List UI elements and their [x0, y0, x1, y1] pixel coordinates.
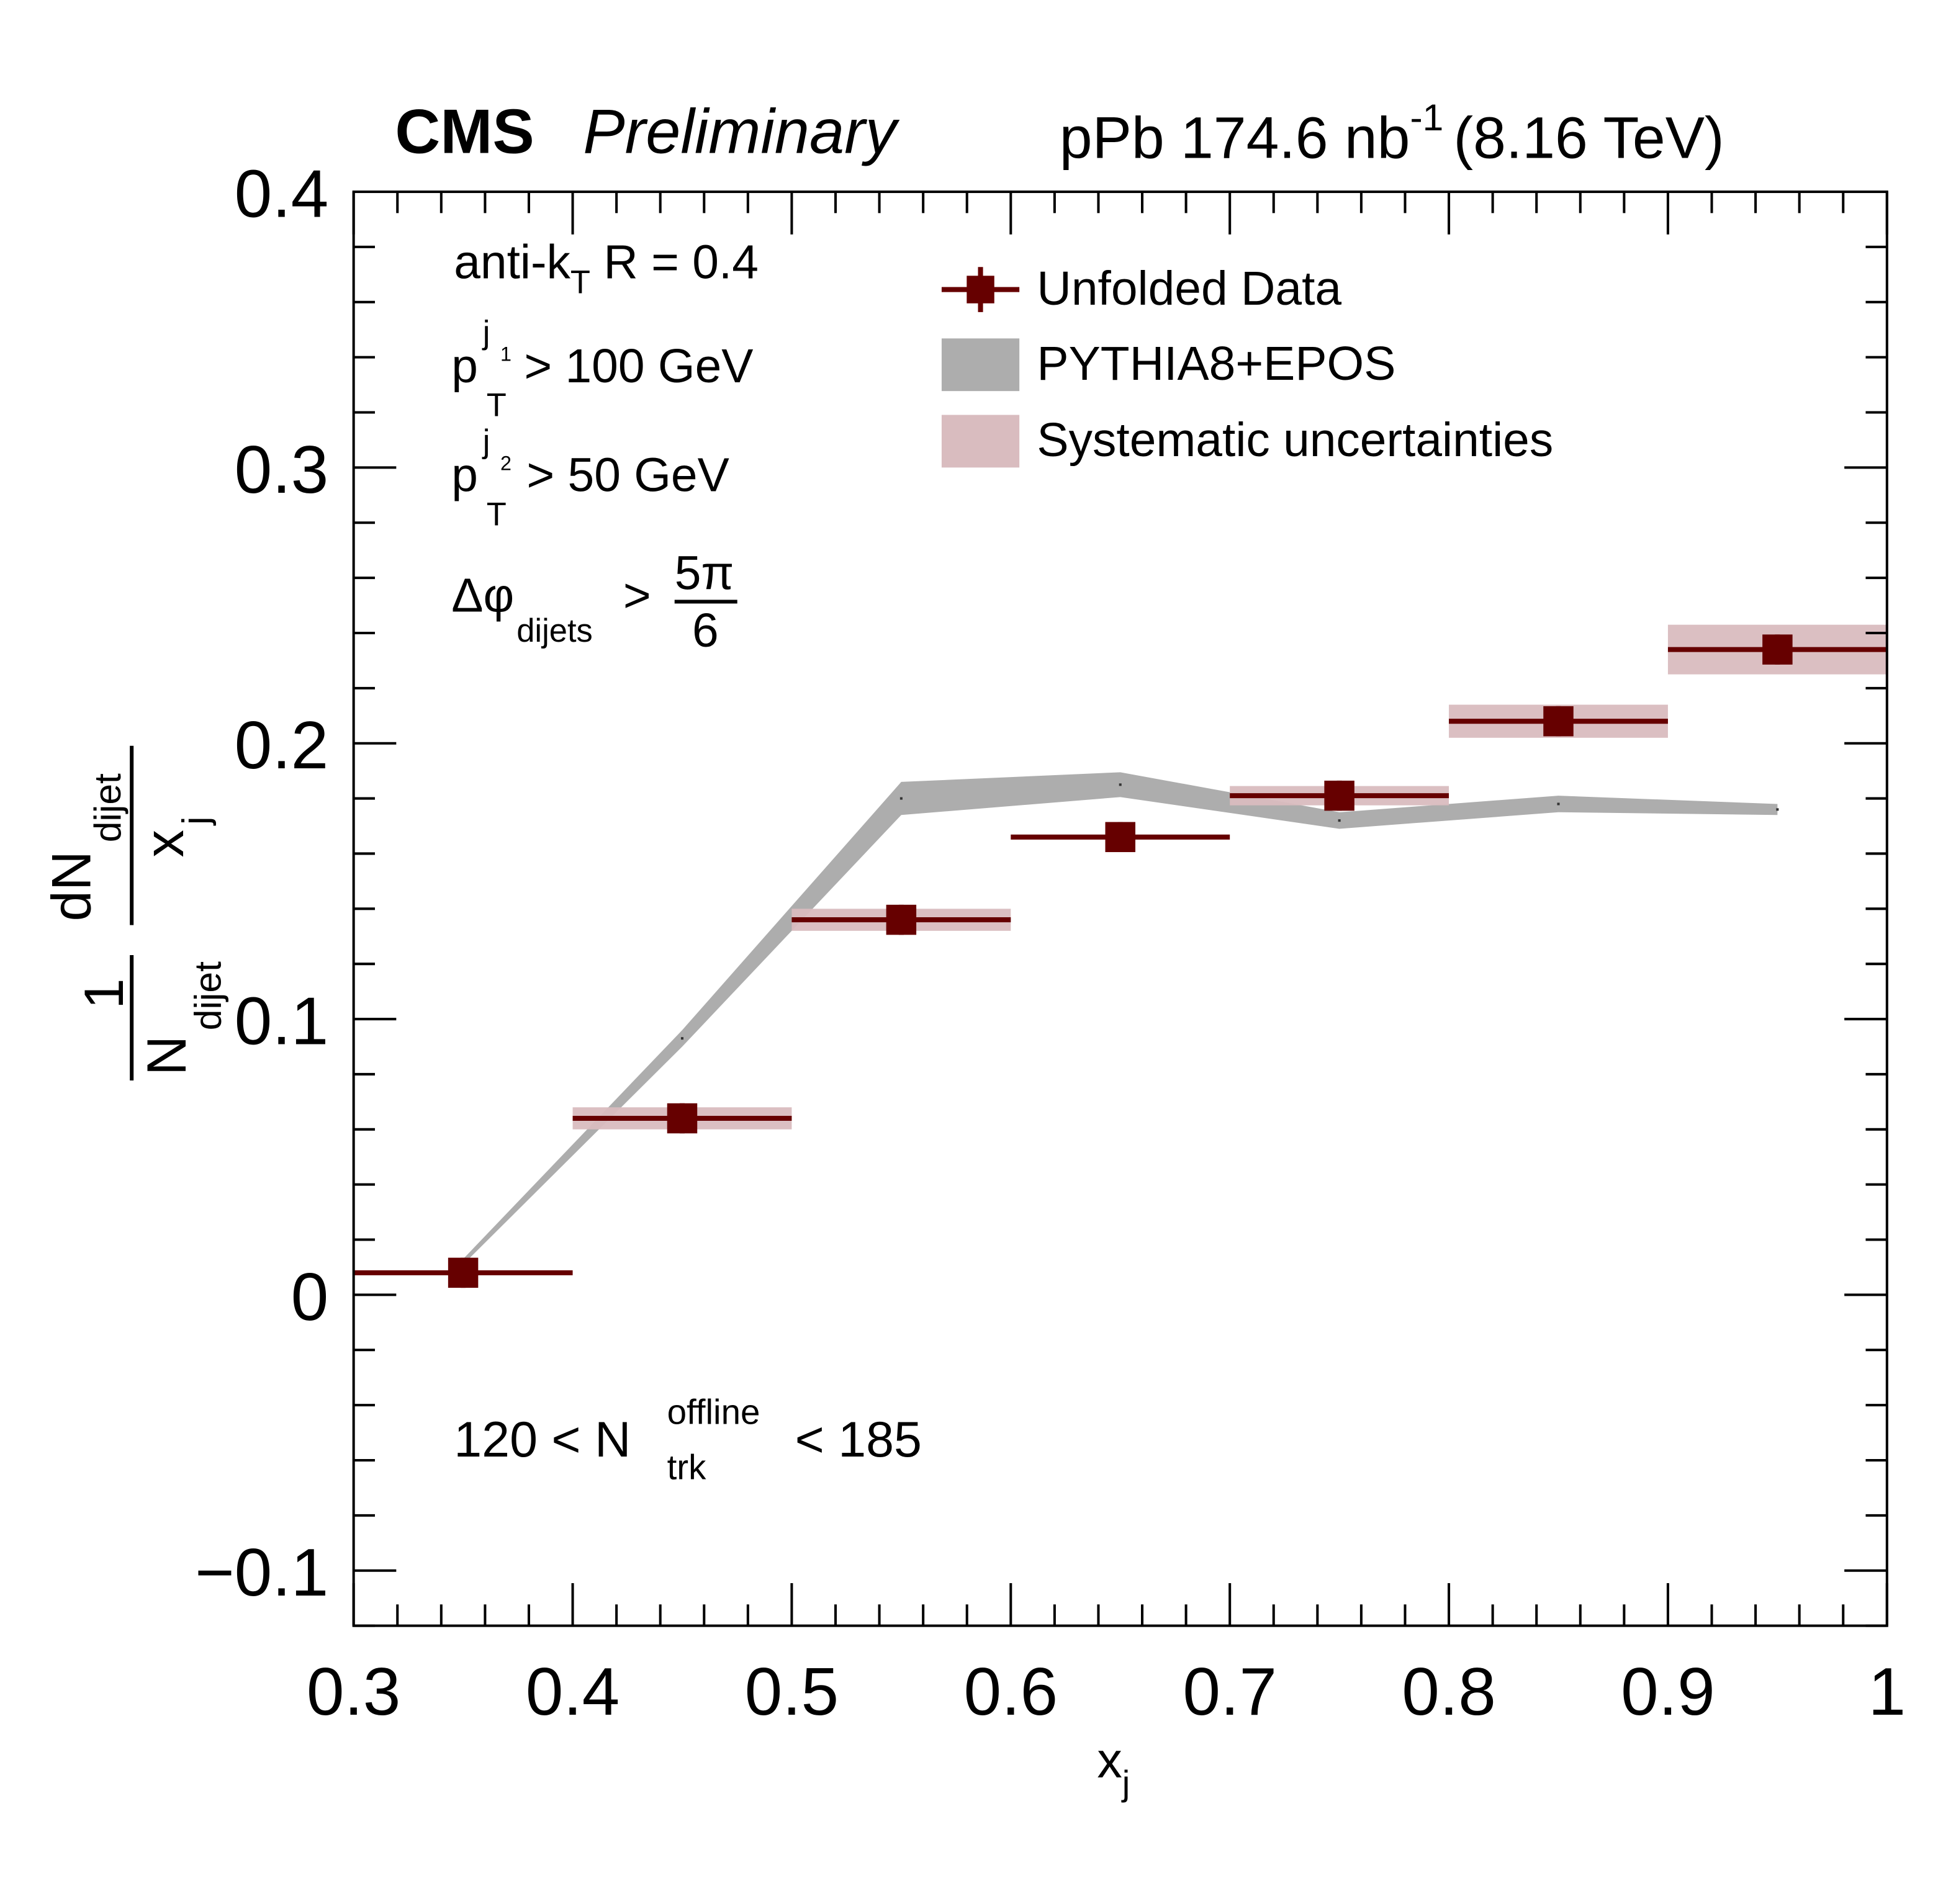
y-tick-label: 0.4 [235, 156, 329, 231]
mult-sub: trk [667, 1447, 707, 1486]
pt1-cut-label: p T j 1 > 100 GeV [451, 314, 753, 423]
pt1-p: p [451, 340, 478, 393]
plot-frame [352, 191, 1888, 1627]
data-point [448, 1257, 479, 1288]
legend-label-syst: Systematic uncertainties [1037, 414, 1553, 467]
data-point [886, 904, 917, 935]
x-tick-label: 0.7 [1183, 1654, 1277, 1730]
pt2-sup: j [482, 423, 490, 460]
y-axis-label: 1 N dijet dN dijet x j [41, 745, 229, 1081]
y-tick-label: −0.1 [195, 1535, 328, 1610]
x-tick-label: 1 [1868, 1654, 1906, 1730]
legend-entry-mc: PYTHIA8+EPOS [941, 338, 1395, 392]
data-point [1762, 634, 1793, 665]
y-tick-label: 0.2 [235, 707, 329, 783]
x-tick-label: 0.8 [1402, 1654, 1496, 1730]
legend-entry-data: Unfolded Data [941, 263, 1341, 315]
mc-point [899, 797, 903, 800]
data-point [1105, 822, 1135, 853]
dphi-sub: dijets [516, 613, 593, 649]
data-point [1324, 780, 1354, 811]
ylabel-dn-sub: dijet [86, 773, 128, 842]
lumi-exp: -1 [1410, 96, 1443, 138]
pt2-sub: T [487, 496, 507, 532]
syst-layer [572, 624, 1887, 1129]
dphi-gt: > [623, 570, 651, 622]
pt1-sup: j [482, 314, 490, 351]
multiplicity-label: 120 < N offline trk < 185 [454, 1392, 922, 1486]
data-layer [353, 634, 1887, 1288]
pt2-supsub: 2 [500, 452, 512, 474]
dphi-num: 5π [675, 547, 734, 599]
x-tick-label: 0.4 [526, 1654, 620, 1730]
mult-sup: offline [667, 1392, 760, 1431]
y-tick-label: 0.3 [235, 432, 329, 508]
energy-text: (8.16 TeV) [1453, 105, 1724, 171]
legend: Unfolded Data PYTHIA8+EPOS Systematic un… [941, 263, 1553, 468]
mc-point [1776, 808, 1779, 811]
pt1-supsub: 1 [500, 343, 512, 366]
mc-point [1338, 819, 1341, 822]
pt1-sub: T [487, 387, 507, 424]
lumi-text: pPb 174.6 nb [1060, 105, 1410, 171]
mc-point [1557, 802, 1560, 806]
ylabel-x: x [133, 830, 195, 857]
y-tick-label: 0.1 [235, 983, 329, 1059]
ylabel-x-sub: j [174, 817, 216, 826]
legend-label-data: Unfolded Data [1037, 263, 1341, 315]
tick-labels: 0.3 0.4 0.5 0.6 0.7 0.8 0.9 1 −0.1 0 0.1 0.2 0.3 0.4 [195, 156, 1906, 1730]
legend-label-mc: PYTHIA8+EPOS [1037, 338, 1395, 390]
legend-entry-syst: Systematic uncertainties [941, 414, 1553, 468]
ylabel-dn: dN [41, 851, 102, 922]
x-tick-label: 0.5 [745, 1654, 839, 1730]
y-tick-label: 0 [291, 1259, 329, 1335]
cms-label: CMS [395, 97, 534, 166]
x-tick-label: 0.6 [964, 1654, 1058, 1730]
axis-ticks [352, 191, 1888, 1627]
data-point [1543, 706, 1574, 737]
ylabel-n: N [136, 1036, 197, 1075]
pt1-rest: > 100 GeV [524, 340, 753, 393]
mult-right: < 185 [795, 1412, 922, 1468]
x-tick-label: 0.3 [307, 1654, 401, 1730]
mult-left: 120 < N [454, 1412, 631, 1468]
pt2-rest: > 50 GeV [526, 449, 729, 502]
x-axis-label: xj [1097, 1733, 1130, 1802]
ylabel-one: 1 [73, 978, 135, 1008]
x-tick-label: 0.9 [1621, 1654, 1715, 1730]
dphi-cut-label: Δφ dijets > 5π 6 [451, 547, 737, 657]
dphi-symbol: Δφ [451, 570, 514, 622]
algo-label: anti-kT R = 0.4 [454, 236, 759, 300]
pt2-cut-label: p T j 2 > 50 GeV [451, 423, 729, 532]
preliminary-label: Preliminary [583, 97, 899, 166]
lumi-label: pPb 174.6 nb-1 (8.16 TeV) [1060, 96, 1724, 171]
mc-point [1119, 783, 1122, 786]
dphi-den: 6 [692, 604, 719, 657]
mc-point [680, 1037, 684, 1040]
data-point [667, 1103, 698, 1134]
ylabel-n-sub: dijet [187, 961, 229, 1030]
pt2-p: p [451, 449, 478, 502]
